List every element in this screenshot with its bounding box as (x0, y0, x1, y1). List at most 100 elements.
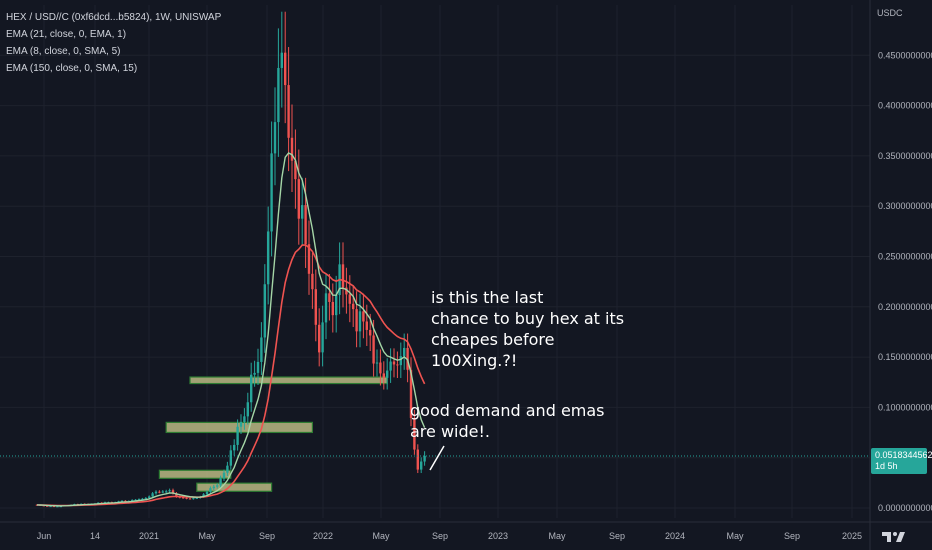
candle-body (290, 137, 294, 161)
candle-body (141, 498, 144, 500)
candle-body (352, 303, 355, 310)
candle-body (287, 85, 290, 138)
candle-body (280, 52, 283, 68)
candle-body (379, 362, 382, 374)
ema-lines (36, 152, 426, 507)
candle-body (284, 52, 287, 86)
candle-body (154, 491, 158, 494)
time-tick-label: May (726, 531, 744, 541)
candle-body (253, 372, 256, 375)
price-tick-label: 0.3000000000 (878, 201, 932, 211)
tradingview-logo-icon[interactable] (880, 528, 920, 544)
demand-zone (165, 421, 313, 434)
candle-body (256, 361, 260, 373)
candle-body (209, 488, 212, 492)
candle-body (406, 347, 409, 370)
candle-body (131, 499, 134, 501)
candle-body (229, 450, 232, 466)
price-axis: 0.4500000000 0.4000000000 0.3500000000 0.30… (878, 50, 932, 513)
candle-body (396, 364, 399, 366)
candle-body (182, 497, 185, 499)
candle-body (243, 416, 246, 422)
candle-body (158, 491, 161, 493)
candle-body (318, 324, 321, 353)
candle-body (120, 500, 124, 502)
candle-body (294, 160, 297, 180)
indicator-ema150[interactable]: EMA (150, close, 0, SMA, 15) (6, 63, 138, 74)
annotation-main[interactable]: is this the last chance to buy hex at it… (431, 288, 625, 370)
candle-body (168, 490, 171, 492)
time-tick-label: 2021 (139, 531, 159, 541)
candle-body (49, 506, 52, 508)
candle-body (233, 444, 236, 451)
candle-body (389, 361, 392, 371)
candle-body (188, 498, 192, 500)
candle-body (372, 335, 375, 364)
candle-body (151, 493, 154, 497)
candle-body (345, 287, 348, 295)
candle-body (301, 205, 304, 219)
time-tick-label: Sep (259, 531, 275, 541)
candle-body (222, 472, 226, 479)
candle-body (267, 231, 270, 285)
candle-body (236, 426, 239, 445)
indicator-ema8[interactable]: EMA (8, close, 0, SMA, 5) (6, 46, 121, 57)
candle-body (246, 402, 249, 417)
candle-body (403, 347, 406, 357)
candle-body (263, 284, 266, 338)
time-tick-label: May (198, 531, 216, 541)
currency-label: USDC (877, 8, 903, 18)
candle-body (365, 321, 368, 330)
candle-body (423, 455, 426, 462)
indicator-ema21[interactable]: EMA (21, close, 0, EMA, 1) (6, 29, 127, 40)
candle-body (175, 493, 178, 497)
candle-body (148, 496, 151, 498)
price-tick-label: 0.3500000000 (878, 151, 932, 161)
annotation-secondary[interactable]: good demand and emas are wide!. (410, 401, 605, 441)
ema8-line (36, 152, 426, 507)
demand-zone (158, 469, 232, 479)
time-axis: Jun 14 2021 May Sep 2022 May Sep 2023 May Sep 2024 M… (37, 531, 862, 541)
candle-body (307, 244, 311, 274)
price-tick-label: 0.0000000000 (878, 503, 932, 513)
candle-body (297, 179, 300, 219)
candle-body (416, 449, 419, 470)
candle-body (399, 356, 402, 366)
ema21-line (36, 244, 426, 507)
price-tick-label: 0.2000000000 (878, 302, 932, 312)
time-tick-label: 2024 (665, 531, 685, 541)
candle-body (304, 205, 307, 245)
bar-countdown: 1d 5h (875, 461, 898, 471)
candle-body (324, 293, 328, 323)
annotation-arrow (429, 445, 445, 471)
chart-legend: HEX / USD//C (0xf6dcd...b5824), 1W, UNIS… (6, 9, 221, 77)
price-tick-label: 0.1000000000 (878, 402, 932, 412)
candle-body (273, 122, 277, 154)
candle-body (219, 478, 222, 486)
candle-body (59, 506, 62, 508)
candle-body (195, 497, 198, 499)
candle-body (314, 289, 317, 325)
candle-body (216, 485, 219, 487)
candle-body (56, 506, 59, 508)
candle-body (46, 505, 49, 507)
candle-body (362, 311, 365, 322)
time-tick-label: Sep (432, 531, 448, 541)
candle-body (202, 494, 205, 497)
candle-body (348, 294, 351, 304)
candle-body (331, 301, 334, 316)
symbol-title[interactable]: HEX / USD//C (0xf6dcd...b5824), 1W, UNIS… (6, 12, 222, 23)
time-tick-label: May (548, 531, 566, 541)
candle-body (185, 497, 188, 499)
time-tick-label: 2025 (842, 531, 862, 541)
time-tick-label: 14 (90, 531, 100, 541)
candle-body (161, 491, 164, 493)
candle-body (144, 497, 147, 499)
last-price-tag: 0.0518344562 1d 5h (871, 448, 932, 474)
candle-body (420, 461, 423, 470)
candle-body (134, 499, 137, 501)
support-zones (158, 376, 388, 492)
candle-body (171, 490, 175, 494)
